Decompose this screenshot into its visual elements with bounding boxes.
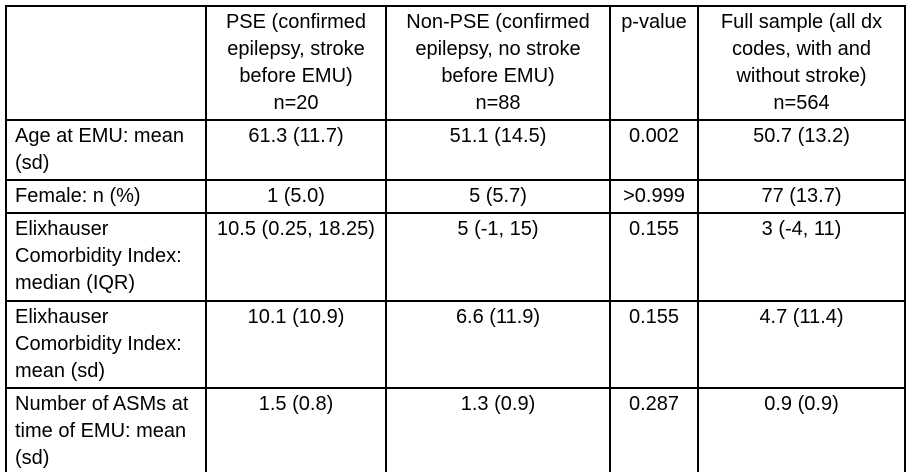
table-row-elixhauser-mean: Elixhauser Comorbidity Index: mean (sd) … (5, 300, 906, 389)
cell-full-sample: 3 (-4, 11) (697, 212, 906, 302)
cell-p-value: 0.155 (609, 212, 699, 302)
header-cell-empty (5, 5, 207, 121)
cell-full-sample: 77 (13.7) (697, 179, 906, 214)
cell-pse: 10.5 (0.25, 18.25) (205, 212, 387, 302)
row-label: Female: n (%) (5, 179, 207, 214)
cell-p-value: 0.287 (609, 387, 699, 472)
cell-p-value: 0.155 (609, 300, 699, 389)
header-cell-full-sample: Full sample (all dx codes, with and with… (697, 5, 906, 121)
cell-non-pse: 5 (-1, 15) (385, 212, 611, 302)
table-row-elixhauser-median: Elixhauser Comorbidity Index: median (IQ… (5, 212, 906, 302)
cell-pse: 1 (5.0) (205, 179, 387, 214)
cell-non-pse: 1.3 (0.9) (385, 387, 611, 472)
cell-p-value: >0.999 (609, 179, 699, 214)
row-label: Age at EMU: mean (sd) (5, 119, 207, 181)
cell-pse: 10.1 (10.9) (205, 300, 387, 389)
cell-non-pse: 5 (5.7) (385, 179, 611, 214)
cell-pse: 1.5 (0.8) (205, 387, 387, 472)
cell-full-sample: 4.7 (11.4) (697, 300, 906, 389)
cell-non-pse: 51.1 (14.5) (385, 119, 611, 181)
table-row-asm-count: Number of ASMs at time of EMU: mean (sd)… (5, 387, 906, 472)
header-cell-pse: PSE (confirmed epilepsy, stroke before E… (205, 5, 387, 121)
table-row-female: Female: n (%) 1 (5.0) 5 (5.7) >0.999 77 … (5, 179, 906, 214)
row-label: Elixhauser Comorbidity Index: median (IQ… (5, 212, 207, 302)
cell-p-value: 0.002 (609, 119, 699, 181)
header-cell-p-value: p-value (609, 5, 699, 121)
cell-full-sample: 0.9 (0.9) (697, 387, 906, 472)
row-label: Elixhauser Comorbidity Index: mean (sd) (5, 300, 207, 389)
table-header-row: PSE (confirmed epilepsy, stroke before E… (5, 5, 906, 121)
table-row-age: Age at EMU: mean (sd) 61.3 (11.7) 51.1 (… (5, 119, 906, 181)
cell-full-sample: 50.7 (13.2) (697, 119, 906, 181)
cell-non-pse: 6.6 (11.9) (385, 300, 611, 389)
cell-pse: 61.3 (11.7) (205, 119, 387, 181)
header-cell-non-pse: Non-PSE (confirmed epilepsy, no stroke b… (385, 5, 611, 121)
row-label: Number of ASMs at time of EMU: mean (sd) (5, 387, 207, 472)
cohort-comparison-table: PSE (confirmed epilepsy, stroke before E… (5, 5, 906, 472)
